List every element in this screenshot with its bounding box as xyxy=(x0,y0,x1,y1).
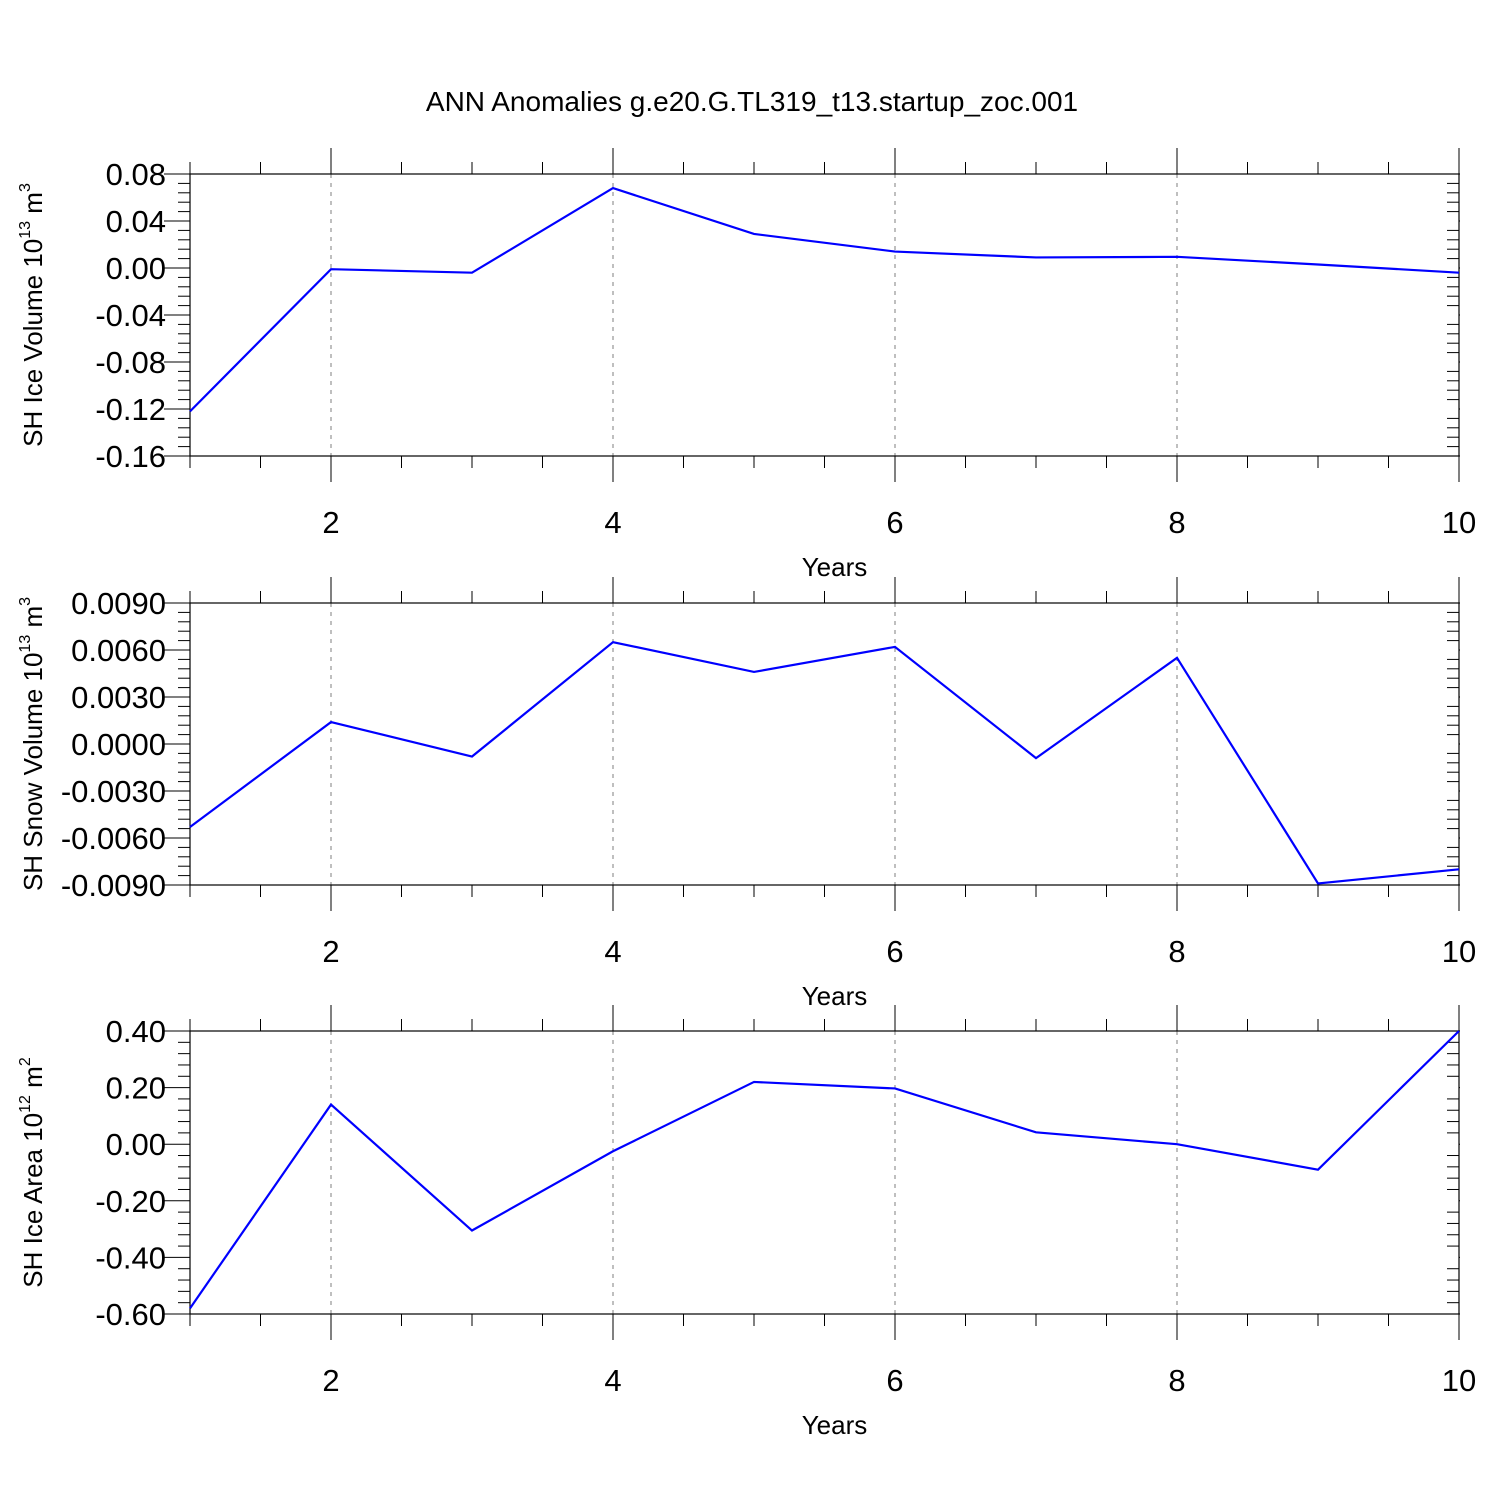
y-tick-label: -0.0060 xyxy=(61,821,166,856)
y-tick-label: 0.0060 xyxy=(71,633,166,668)
y-axis-title-superscript: 3 xyxy=(17,183,34,192)
y-tick-label: -0.60 xyxy=(95,1297,166,1332)
x-tick-label: 2 xyxy=(322,934,339,969)
chart-panel-3: 2 4 6 8 10 Years 0.40 0.20 0.00 -0.20 -0.40 -0.60 SH… xyxy=(17,1005,1476,1440)
x-axis-title: Years xyxy=(802,1410,868,1440)
y-axis-title-text: SH Snow Volume 10 xyxy=(18,653,48,891)
series-line xyxy=(189,1030,1460,1309)
y-tick-label: -0.20 xyxy=(95,1184,166,1219)
y-axis-title-text: m xyxy=(18,606,48,635)
chart-panel-2: 2 4 6 8 10 Years 0.0090 0.0060 0.0030 0.0000 -0.00… xyxy=(17,577,1476,1011)
y-axis-title-superscript: 13 xyxy=(17,635,34,653)
y-tick-label: 0.20 xyxy=(106,1071,166,1106)
x-axis-title: Years xyxy=(802,981,868,1011)
y-tick-label: -0.12 xyxy=(95,392,166,427)
y-axis-title: SH Snow Volume 1013 m3 xyxy=(17,597,48,891)
y-tick-label: 0.0000 xyxy=(71,727,166,762)
x-tick-label: 2 xyxy=(322,1363,339,1398)
y-axis-title-text: m xyxy=(18,1066,48,1095)
x-tick-label: 4 xyxy=(604,505,621,540)
x-tick-label: 4 xyxy=(604,1363,621,1398)
y-axis-title-superscript: 13 xyxy=(17,221,34,239)
x-tick-label: 10 xyxy=(1442,1363,1476,1398)
y-tick-label: -0.40 xyxy=(95,1240,166,1275)
y-axis-title-text: m xyxy=(18,192,48,221)
y-tick-label: 0.04 xyxy=(106,204,166,239)
y-axis-title-superscript: 3 xyxy=(17,597,34,606)
x-tick-label: 10 xyxy=(1442,505,1476,540)
y-tick-label: 0.08 xyxy=(106,157,166,192)
x-tick-label: 2 xyxy=(322,505,339,540)
series-line xyxy=(189,186,1460,413)
y-tick-label: -0.08 xyxy=(95,345,166,380)
y-axis-title-superscript: 2 xyxy=(17,1057,34,1066)
x-tick-label: 6 xyxy=(886,505,903,540)
y-axis-title: SH Ice Volume 1013 m3 xyxy=(17,183,48,447)
y-tick-label: 0.0030 xyxy=(71,680,166,715)
panels: 2 4 6 8 10 Years 0.08 0.04 0.00 -0.04 -0.08 -0.12 -0… xyxy=(17,148,1476,1440)
x-tick-label: 10 xyxy=(1442,934,1476,969)
y-tick-label: -0.16 xyxy=(95,439,166,474)
y-tick-label: 0.0090 xyxy=(71,586,166,621)
x-tick-label: 8 xyxy=(1168,505,1185,540)
y-axis-title-superscript: 12 xyxy=(17,1095,34,1113)
y-axis-title: SH Ice Area 1012 m2 xyxy=(17,1057,48,1288)
x-tick-label: 4 xyxy=(604,934,621,969)
y-tick-label: -0.0030 xyxy=(61,774,166,809)
y-tick-label: -0.0090 xyxy=(61,868,166,903)
x-tick-label: 8 xyxy=(1168,934,1185,969)
x-tick-label: 6 xyxy=(886,1363,903,1398)
y-tick-label: -0.04 xyxy=(95,298,166,333)
y-tick-label: 0.00 xyxy=(106,251,166,286)
y-tick-label: 0.00 xyxy=(106,1127,166,1162)
series-line xyxy=(189,640,1460,885)
x-axis-title: Years xyxy=(802,552,868,582)
chart-panel-1: 2 4 6 8 10 Years 0.08 0.04 0.00 -0.04 -0.08 -0.12 -0… xyxy=(17,148,1476,582)
figure-title: ANN Anomalies g.e20.G.TL319_t13.startup_… xyxy=(426,86,1078,117)
y-axis-title-text: SH Ice Area 10 xyxy=(18,1113,48,1288)
y-axis-title-text: SH Ice Volume 10 xyxy=(18,239,48,447)
x-tick-label: 6 xyxy=(886,934,903,969)
y-tick-label: 0.40 xyxy=(106,1014,166,1049)
x-tick-label: 8 xyxy=(1168,1363,1185,1398)
